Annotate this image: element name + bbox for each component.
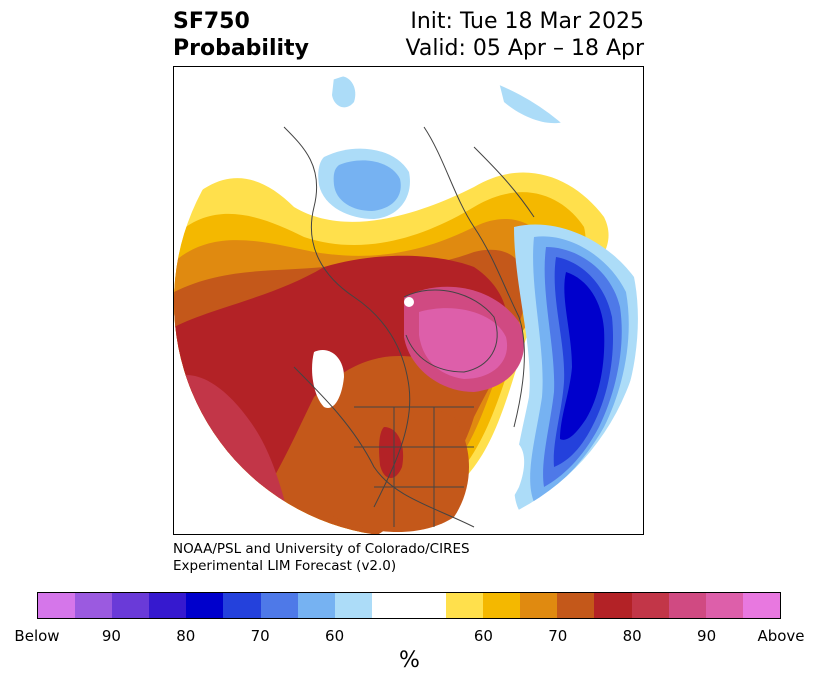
colorbar-tick-label: 80 [622,627,642,645]
colorbar-segment-14 [594,593,632,618]
colorbar-segment-13 [557,593,595,618]
north-pole-marker [404,297,414,307]
colorbar [37,592,781,619]
colorbar-tick-label: 70 [250,627,270,645]
colorbar-segment-6 [260,593,298,618]
probability-map-svg [174,67,643,534]
colorbar-segment-15 [631,593,669,618]
band-80-above-na [379,427,404,479]
band-65-below-north [333,160,401,211]
credit-line-1: NOAA/PSL and University of Colorado/CIRE… [173,541,470,557]
colorbar-segment-8 [334,593,372,618]
colorbar-unit-label: % [399,648,420,673]
colorbar-segment-12 [520,593,558,618]
colorbar-segment-9 [371,593,447,618]
band-95-above [419,308,508,379]
colorbar-tick-label: 80 [176,627,196,645]
colorbar-tick-label: 70 [548,627,568,645]
polar-map [173,66,644,535]
colorbar-tick-label: Below [14,627,60,645]
title-subtitle: Probability [173,36,309,61]
credit-text: NOAA/PSL and University of Colorado/CIRE… [173,541,470,575]
title-variable: SF750 [173,9,250,34]
colorbar-segment-18 [742,593,780,618]
no-signal-pocket-south [474,439,525,524]
colorbar-segment-5 [223,593,261,618]
colorbar-segment-3 [149,593,187,618]
colorbar-tick-label: 60 [473,627,493,645]
colorbar-segment-11 [483,593,521,618]
probability-field [174,67,643,534]
credit-line-2: Experimental LIM Forecast (v2.0) [173,558,397,574]
colorbar-segment-2 [112,593,150,618]
colorbar-tick-label: 60 [325,627,345,645]
chart-title: SF750 Probability [173,8,309,62]
colorbar-tick-labels: Below 90 80 70 60 60 70 80 90 Above [14,627,804,647]
colorbar-segment-17 [705,593,743,618]
colorbar-tick-label: 90 [697,627,717,645]
colorbar-tick-label: 90 [101,627,121,645]
colorbar-segment-10 [446,593,484,618]
colorbar-segment-0 [38,593,76,618]
colorbar-segment-4 [186,593,224,618]
band-60-below-top [332,76,356,108]
init-date: Init: Tue 18 Mar 2025 [410,9,644,34]
valid-dates: Valid: 05 Apr – 18 Apr [405,36,645,61]
band-80-below-east [560,272,605,440]
colorbar-segment-1 [75,593,113,618]
colorbar-segment-7 [297,593,335,618]
colorbar-tick-label: Above [757,627,805,645]
forecast-dates: Init: Tue 18 Mar 2025 Valid: 05 Apr – 18… [406,8,645,62]
colorbar-segment-16 [668,593,706,618]
